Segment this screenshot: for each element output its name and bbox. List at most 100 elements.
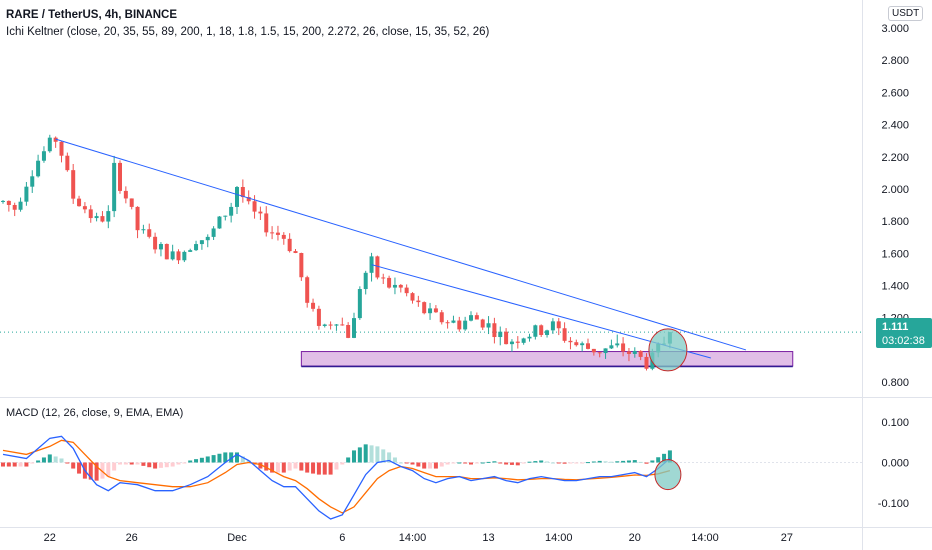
macd-histogram-bar <box>574 462 579 464</box>
macd-histogram-bar <box>164 462 169 468</box>
breakout-highlight-circle <box>648 328 688 372</box>
candle-up <box>498 331 503 338</box>
candle-up <box>47 137 52 152</box>
macd-histogram-bar <box>71 462 76 469</box>
macd-histogram-bar <box>550 462 555 464</box>
candle-down <box>240 187 245 198</box>
macd-histogram-bar <box>6 462 11 467</box>
candle-down <box>118 162 122 191</box>
macd-histogram-bar <box>287 462 292 471</box>
indicator-legend[interactable]: Ichi Keltner (close, 20, 35, 55, 89, 200… <box>6 26 490 38</box>
macd-histogram-bar <box>106 462 111 477</box>
price-axis-tick-label: 3.000 <box>881 23 909 35</box>
macd-histogram-bar <box>235 452 239 463</box>
macd-histogram-bar <box>422 462 427 469</box>
macd-histogram-bar <box>223 452 228 463</box>
candle-down <box>504 331 509 345</box>
macd-histogram-bar <box>217 453 222 463</box>
macd-line <box>2 435 671 520</box>
candle-up <box>141 229 146 231</box>
price-axis-tick-label: 2.400 <box>881 120 909 132</box>
candle-down <box>71 170 76 199</box>
candle-up <box>199 240 204 245</box>
macd-histogram-bar <box>369 445 374 463</box>
macd-signal-line <box>2 439 671 514</box>
candle-up <box>205 236 210 241</box>
macd-histogram-bar <box>621 460 626 463</box>
macd-histogram-bar <box>352 450 356 463</box>
candle-down <box>638 350 643 357</box>
candle-down <box>293 251 298 254</box>
macd-histogram-bar <box>632 460 637 463</box>
macd-histogram-bar <box>65 462 70 464</box>
candle-down <box>281 234 286 239</box>
support-zone-layer <box>300 351 794 368</box>
macd-histogram-bar <box>205 456 210 463</box>
macd-histogram-bar <box>375 446 380 463</box>
macd-histogram-bar <box>603 461 608 463</box>
candle-down <box>474 315 479 320</box>
candle-up <box>363 272 368 290</box>
time-axis-tick-label: 13 <box>482 532 494 544</box>
candle-down <box>492 323 497 338</box>
price-axis-tick-label: 2.800 <box>881 55 909 67</box>
macd-histogram-bar <box>492 461 497 463</box>
candle-down <box>586 343 590 349</box>
chart-title: RARE / TetherUS, 4h, BINANCE <box>6 9 178 21</box>
macd-histogram-bar <box>486 461 491 463</box>
candle-down <box>398 284 403 288</box>
last-price-value: 1.111 <box>882 321 909 333</box>
candle-down <box>644 356 649 369</box>
macd-histogram-bar <box>662 453 667 463</box>
price-axis-tick-label: 2.000 <box>881 184 909 196</box>
price-axis-tick-label: 0.800 <box>881 377 909 389</box>
candle-down <box>562 328 567 341</box>
macd-axis-tick-label: 0.100 <box>881 417 909 429</box>
macd-histogram-bar <box>591 461 596 463</box>
macd-histogram-bar <box>270 462 275 473</box>
candle-down <box>539 325 544 335</box>
macd-histogram-bar <box>580 462 585 464</box>
macd-histogram-bar <box>539 460 544 463</box>
macd-histogram-bar <box>1 462 5 467</box>
candle-down <box>258 211 263 214</box>
macd-legend[interactable]: MACD (12, 26, close, 9, EMA, EMA) <box>6 407 184 419</box>
macd-histogram-bar <box>94 462 99 481</box>
candle-down <box>433 308 438 313</box>
candle-down <box>591 348 596 353</box>
price-axis-tick-label: 1.600 <box>881 248 909 260</box>
macd-histogram-bar <box>153 462 158 469</box>
candle-up <box>235 187 239 207</box>
candle-up <box>30 176 35 187</box>
macd-axis-tick-label: -0.100 <box>878 498 909 510</box>
time-axis-tick-label: 14:00 <box>545 532 573 544</box>
candle-down <box>129 198 134 207</box>
macd-histogram-bar <box>316 462 321 475</box>
macd-histogram-bar <box>129 462 134 465</box>
time-axis-tick-label: Dec <box>227 532 247 544</box>
macd-histogram-bar <box>521 462 526 464</box>
candle-up <box>211 228 216 237</box>
candle-down <box>340 324 345 326</box>
candle-up <box>632 350 637 354</box>
candle-up <box>1 200 5 202</box>
macd-histogram-bar <box>504 462 509 465</box>
macd-histogram-bar <box>123 462 128 465</box>
macd-histogram-bar <box>47 454 52 463</box>
macd-histogram-bar <box>392 457 397 463</box>
candle-down <box>480 319 485 328</box>
candle-down <box>574 342 579 346</box>
macd-histogram-bar <box>656 457 661 463</box>
candle-down <box>621 343 626 352</box>
candle-down <box>287 238 292 252</box>
candle-down <box>375 256 380 278</box>
candle-up <box>615 343 620 346</box>
candle-up <box>182 251 187 261</box>
macd-histogram-bar <box>199 457 204 463</box>
currency-label[interactable]: USDT <box>888 6 924 21</box>
macd-histogram-bar <box>626 460 631 463</box>
candle-down <box>597 352 602 354</box>
candle-down <box>556 321 561 329</box>
